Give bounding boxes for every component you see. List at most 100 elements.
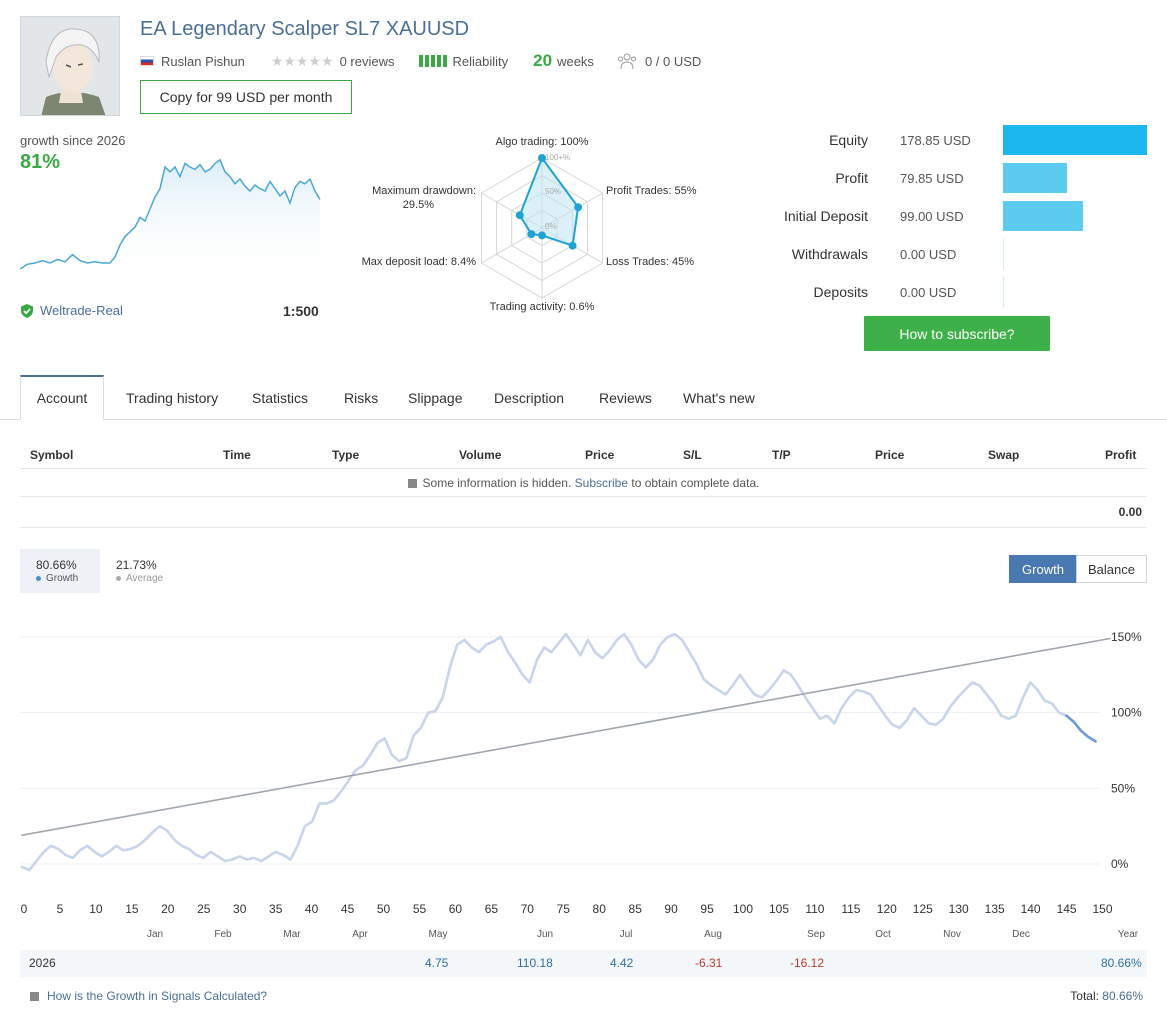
equity-row-label: Initial Deposit: [783, 208, 868, 224]
chart-x-tick: 95: [700, 902, 714, 916]
tab-account[interactable]: Account: [20, 375, 104, 420]
radar-point: [568, 241, 577, 250]
reviews-count[interactable]: 0 reviews: [339, 53, 395, 69]
column-profit[interactable]: Profit: [1105, 448, 1137, 462]
author-name[interactable]: Ruslan Pishun: [161, 53, 245, 69]
growth-dot-icon: [36, 576, 41, 581]
chart-x-ticks: 0 5 10 15 20 25 30 35 40 45 50 55 60 65 70 75 80 85 90 95 10…: [21, 902, 1113, 916]
year-summary-row: 2026 4.75 110.18 4.42 -6.31 -16.12 80.66…: [20, 950, 1147, 977]
chart-x-tick: 55: [413, 902, 427, 916]
radar-point: [515, 211, 524, 220]
author-avatar[interactable]: [20, 16, 120, 116]
balance-toggle-button[interactable]: Balance: [1076, 555, 1147, 583]
chart-x-tick: 125: [913, 902, 933, 916]
table-divider: [20, 496, 1147, 497]
equity-row-value: 178.85 USD: [900, 133, 971, 148]
verified-shield-icon: [21, 303, 33, 318]
average-legend-value: 21.73%: [116, 558, 157, 572]
chart-x-tick: 10: [89, 902, 103, 916]
chart-x-tick: 35: [269, 902, 283, 916]
month-aug-value: -6.31: [695, 956, 723, 970]
growth-toggle-button[interactable]: Growth: [1009, 555, 1077, 583]
weeks-count: 20: [533, 51, 553, 70]
broker-link[interactable]: Weltrade-Real: [20, 303, 123, 318]
chart-month-label: Mar: [283, 929, 301, 940]
column-type[interactable]: Type: [332, 448, 360, 462]
chart-x-tick: 50: [377, 902, 391, 916]
equity-row-bar: [1003, 239, 1004, 269]
radar-point: [538, 231, 546, 240]
column-sl[interactable]: S/L: [683, 448, 702, 462]
column-volume[interactable]: Volume: [459, 448, 502, 462]
weeks-label: weeks: [557, 53, 594, 69]
chart-x-tick: 15: [125, 902, 139, 916]
radar-label-activity: Trading activity: 0.6%: [490, 301, 595, 313]
average-legend-item[interactable]: 21.73% Average: [116, 549, 196, 593]
footer-total: Total: 80.66%: [1070, 989, 1143, 1003]
equity-row-value: 0.00 USD: [900, 285, 957, 300]
column-symbol[interactable]: Symbol: [30, 448, 74, 462]
chart-x-tick: 145: [1057, 902, 1077, 916]
column-swap[interactable]: Swap: [988, 448, 1020, 462]
average-legend-label: Average: [116, 573, 163, 584]
chart-x-tick: 85: [629, 902, 643, 916]
chart-x-tick: 110: [805, 902, 824, 916]
growth-calculation-text[interactable]: How is the Growth in Signals Calculated?: [47, 989, 268, 1003]
how-to-subscribe-button[interactable]: How to subscribe?: [864, 316, 1050, 351]
chart-series: [20, 632, 1111, 872]
reliability-bars-icon: [418, 55, 447, 67]
column-price[interactable]: Price: [585, 448, 615, 462]
tab-statistics[interactable]: Statistics: [252, 389, 309, 406]
rating-stars-icon: ★★★★★: [270, 52, 334, 69]
chart-x-tick: 130: [949, 902, 969, 916]
equity-row-value: 0.00 USD: [900, 247, 957, 262]
radar-ring-100: 100+%: [545, 153, 570, 162]
growth-legend-label: Growth: [36, 573, 78, 584]
broker-name[interactable]: Weltrade-Real: [40, 303, 123, 318]
chart-month-label: Feb: [214, 929, 232, 940]
chart-x-tick: 60: [449, 902, 463, 916]
equity-row-bar: [1003, 125, 1147, 155]
chart-month-label: May: [429, 929, 448, 940]
column-time[interactable]: Time: [223, 448, 251, 462]
growth-legend-item[interactable]: 80.66% Growth: [20, 549, 100, 593]
growth-calculation-link[interactable]: How is the Growth in Signals Calculated?: [30, 989, 267, 1003]
radar-ring-50: 50%: [545, 187, 561, 196]
column-close-price[interactable]: Price: [875, 448, 905, 462]
radar-points: [515, 154, 583, 250]
chart-x-tick: 100: [733, 902, 753, 916]
chart-y-ticks: 0% 50% 100% 150%: [1111, 630, 1142, 871]
chart-month-label: Jun: [537, 929, 553, 940]
signal-title[interactable]: EA Legendary Scalper SL7 XAUUSD: [140, 18, 470, 40]
tab-description[interactable]: Description: [494, 389, 565, 406]
chart-x-tick: 115: [841, 902, 860, 916]
chart-x-tick: 65: [485, 902, 499, 916]
chart-x-tick: 45: [341, 902, 355, 916]
equity-row-label: Withdrawals: [791, 246, 868, 262]
chart-x-tick: 90: [664, 902, 678, 916]
month-sep-value: -16.12: [790, 956, 825, 970]
chart-month-label: Jan: [147, 929, 163, 940]
chart-x-tick: 20: [161, 902, 175, 916]
chart-x-tick: 5: [57, 902, 64, 916]
chart-x-tick: 140: [1021, 902, 1041, 916]
radar-point: [574, 203, 583, 212]
radar-label-drawdown: Maximum drawdown:: [372, 185, 476, 197]
lock-icon: [407, 479, 417, 488]
tab-trading-history[interactable]: Trading history: [126, 389, 219, 406]
equity-row-bar: [1003, 277, 1004, 307]
radar-point: [527, 230, 536, 239]
chart-y-tick: 150%: [1111, 630, 1142, 644]
mini-growth-chart: [20, 158, 321, 280]
chart-month-label: Jul: [620, 929, 633, 940]
tab-risks[interactable]: Risks: [344, 389, 379, 406]
subscribe-link[interactable]: Subscribe: [574, 476, 629, 490]
tab-whats-new[interactable]: What's new: [683, 389, 755, 406]
chart-gridlines: [20, 636, 1100, 865]
tab-slippage[interactable]: Slippage: [408, 389, 463, 406]
column-tp[interactable]: T/P: [772, 448, 791, 462]
chart-x-tick: 120: [877, 902, 897, 916]
tab-reviews[interactable]: Reviews: [599, 389, 652, 406]
copy-subscription-button[interactable]: Copy for 99 USD per month: [140, 80, 352, 114]
chart-month-label: Aug: [704, 929, 722, 940]
